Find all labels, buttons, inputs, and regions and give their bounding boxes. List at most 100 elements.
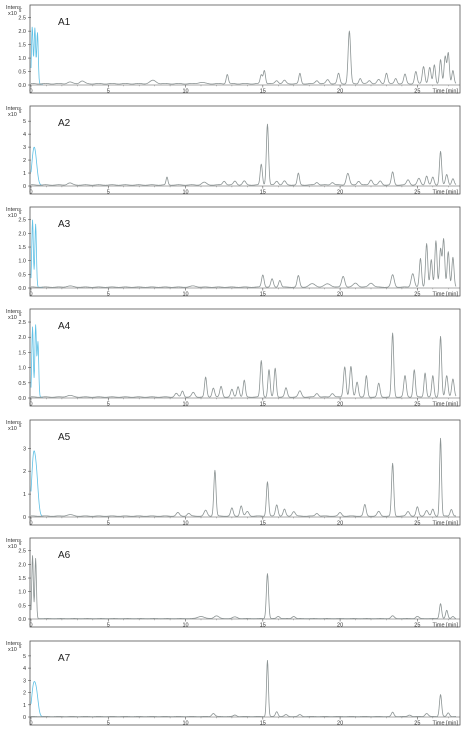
x-tick-label: 20 xyxy=(337,623,343,629)
y-tick-label: 0 xyxy=(23,715,26,721)
x-tick-label: 5 xyxy=(107,190,110,196)
x-tick-label: 10 xyxy=(182,623,188,629)
panel-label: A3 xyxy=(58,219,71,230)
y-tick-label: 5 xyxy=(23,119,26,125)
panel-label: A6 xyxy=(58,550,71,561)
x-tick-label: 5 xyxy=(107,89,110,95)
x-tick-label: 0 xyxy=(29,402,32,408)
y-axis-exponent: 5 xyxy=(19,109,22,114)
y-axis-multiplier: x10 xyxy=(8,11,17,17)
x-tick-label: 25 xyxy=(414,402,420,408)
trace-series-1 xyxy=(30,219,44,288)
x-tick-label: 0 xyxy=(29,623,32,629)
y-tick-label: 2 xyxy=(23,691,26,697)
trace-series-1 xyxy=(30,324,44,398)
panel-frame xyxy=(29,640,461,726)
x-tick-label: 25 xyxy=(414,89,420,95)
x-tick-label: 15 xyxy=(260,89,266,95)
y-axis-exponent: 5 xyxy=(19,8,22,13)
y-tick-label: 2.5 xyxy=(18,16,26,22)
x-tick-label: 25 xyxy=(414,190,420,196)
y-axis-title: Intens. xyxy=(6,420,23,426)
y-tick-label: 0.0 xyxy=(18,617,26,623)
panel-frame xyxy=(29,4,461,94)
y-axis-exponent: 5 xyxy=(19,312,22,317)
x-tick-label: 10 xyxy=(182,402,188,408)
x-tick-label: 20 xyxy=(337,521,343,527)
y-axis-exponent: 5 xyxy=(19,644,22,649)
y-tick-label: 0.0 xyxy=(18,286,26,292)
trace-series-1 xyxy=(30,146,44,186)
trace-series-2 xyxy=(30,659,457,718)
x-tick-label: 20 xyxy=(337,190,343,196)
x-axis-label: Time [min] xyxy=(433,292,459,298)
x-tick-label: 25 xyxy=(414,721,420,727)
x-tick-label: 5 xyxy=(107,521,110,527)
y-tick-label: 1.5 xyxy=(18,245,26,251)
y-tick-label: 0 xyxy=(23,184,26,190)
x-tick-label: 20 xyxy=(337,292,343,298)
y-tick-label: 1.0 xyxy=(18,259,26,265)
panel-frame xyxy=(29,419,461,526)
x-tick-label: 15 xyxy=(260,623,266,629)
x-tick-label: 20 xyxy=(337,89,343,95)
x-tick-label: 10 xyxy=(182,292,188,298)
panel-label: A2 xyxy=(58,118,71,129)
x-tick-label: 0 xyxy=(29,721,32,727)
y-tick-label: 1.5 xyxy=(18,43,26,49)
x-tick-label: 5 xyxy=(107,623,110,629)
y-tick-label: 0 xyxy=(23,515,26,521)
trace-series-1 xyxy=(30,681,44,717)
y-tick-label: 0.0 xyxy=(18,396,26,402)
y-tick-label: 2.0 xyxy=(18,231,26,237)
trace-series-1 xyxy=(30,26,44,85)
x-axis-label: Time [min] xyxy=(433,521,459,527)
x-tick-label: 5 xyxy=(107,402,110,408)
y-axis-multiplier: x10 xyxy=(8,426,17,432)
y-tick-label: 0.5 xyxy=(18,272,26,278)
x-tick-label: 15 xyxy=(260,292,266,298)
x-tick-label: 15 xyxy=(260,721,266,727)
trace-series-2 xyxy=(30,238,457,288)
trace-series-1 xyxy=(30,555,457,620)
y-tick-label: 4 xyxy=(23,132,26,138)
y-axis-title: Intens. xyxy=(6,309,23,315)
trace-series-2 xyxy=(30,332,457,398)
y-axis-title: Intens. xyxy=(6,538,23,544)
y-tick-label: 1.0 xyxy=(18,590,26,596)
y-axis-title: Intens. xyxy=(6,5,23,11)
panel-frame xyxy=(29,105,461,195)
y-tick-label: 3 xyxy=(23,446,26,452)
x-tick-label: 20 xyxy=(337,721,343,727)
trace-series-2 xyxy=(30,437,457,517)
panel-label: A5 xyxy=(58,432,71,443)
panel-label: A4 xyxy=(58,321,71,332)
y-tick-label: 3 xyxy=(23,678,26,684)
x-axis-label: Time [min] xyxy=(433,190,459,196)
x-tick-label: 10 xyxy=(182,721,188,727)
panel-frame xyxy=(29,308,461,407)
x-tick-label: 10 xyxy=(182,89,188,95)
y-tick-label: 1.5 xyxy=(18,576,26,582)
y-tick-label: 2.5 xyxy=(18,549,26,555)
x-tick-label: 0 xyxy=(29,89,32,95)
y-axis-multiplier: x10 xyxy=(8,213,17,219)
y-axis-title: Intens. xyxy=(6,106,23,112)
x-tick-label: 5 xyxy=(107,721,110,727)
x-tick-label: 0 xyxy=(29,521,32,527)
x-axis-label: Time [min] xyxy=(433,89,459,95)
panel-label: A7 xyxy=(58,653,71,664)
x-axis-label: Time [min] xyxy=(433,721,459,727)
y-tick-label: 5 xyxy=(23,654,26,660)
y-axis-exponent: 5 xyxy=(19,423,22,428)
panel-frame xyxy=(29,537,461,628)
y-tick-label: 1.0 xyxy=(18,366,26,372)
panel-label: A1 xyxy=(58,17,71,28)
y-axis-title: Intens. xyxy=(6,207,23,213)
